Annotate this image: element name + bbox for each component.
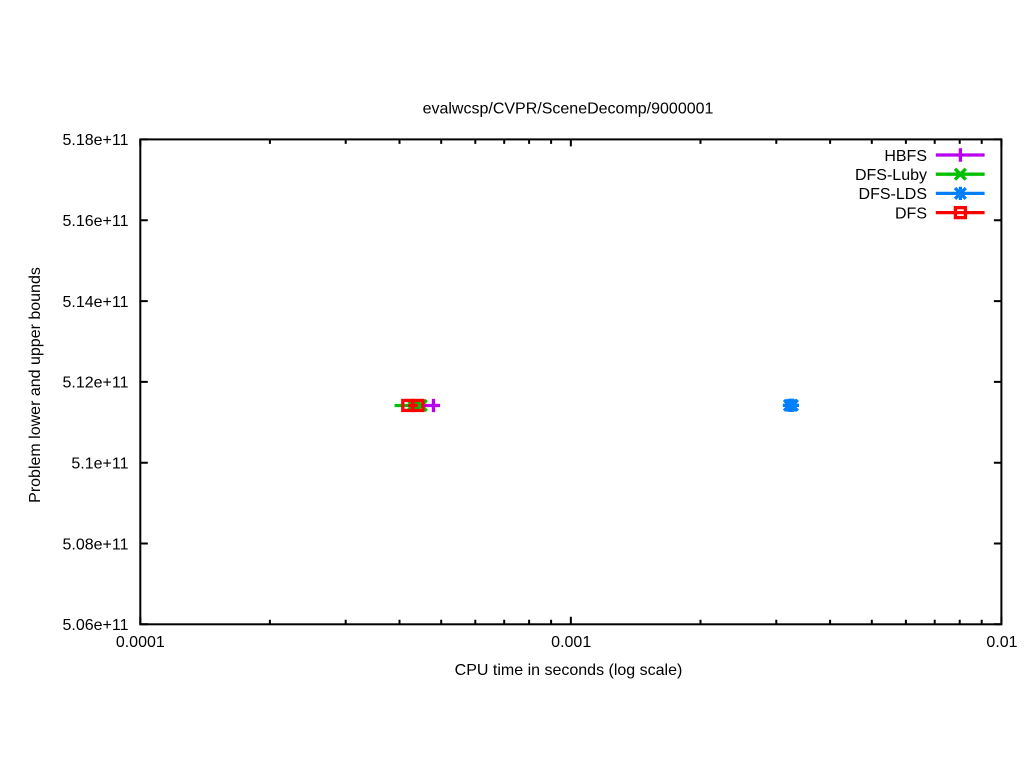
svg-text:0.01: 0.01 [986,634,1017,651]
svg-text:0.0001: 0.0001 [116,634,165,651]
svg-text:HBFS: HBFS [884,148,927,165]
svg-text:DFS-Luby: DFS-Luby [855,167,927,184]
svg-text:Problem lower and upper bounds: Problem lower and upper bounds [27,267,44,503]
svg-text:5.08e+11: 5.08e+11 [63,536,129,553]
svg-text:CPU time in seconds (log scale: CPU time in seconds (log scale) [455,662,683,679]
svg-text:0.001: 0.001 [551,634,591,651]
svg-text:DFS: DFS [895,205,927,222]
svg-text:5.06e+11: 5.06e+11 [63,617,129,634]
svg-text:DFS-LDS: DFS-LDS [859,186,927,203]
svg-text:5.12e+11: 5.12e+11 [63,375,129,392]
svg-text:5.14e+11: 5.14e+11 [63,294,129,311]
svg-text:5.16e+11: 5.16e+11 [63,213,129,230]
svg-text:5.18e+11: 5.18e+11 [63,132,129,149]
svg-text:5.1e+11: 5.1e+11 [71,456,128,473]
svg-text:evalwcsp/CVPR/SceneDecomp/9000: evalwcsp/CVPR/SceneDecomp/9000001 [423,101,714,118]
